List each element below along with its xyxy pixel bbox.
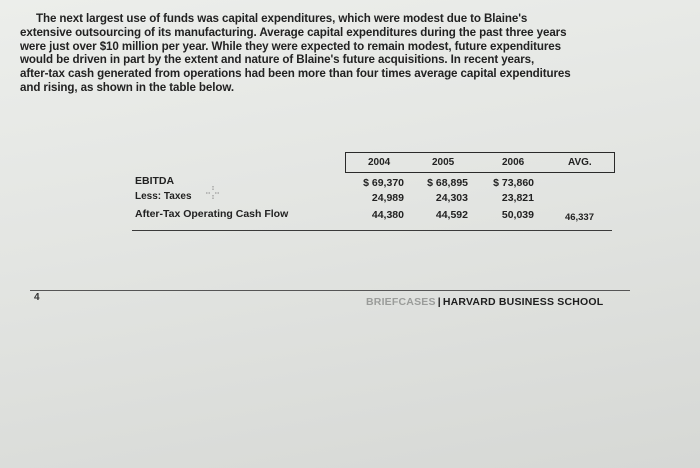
row-label-ebitda: EBITDA <box>135 175 175 187</box>
col-header-avg: AVG. <box>568 157 592 168</box>
page-number: 4 <box>34 292 40 303</box>
cell-cashflow-avg: 46,337 <box>564 212 594 223</box>
cell-taxes-2004: 24,989 <box>371 192 404 204</box>
paragraph-line: would be driven in part by the extent an… <box>20 53 535 67</box>
footer-brand-hbs: HARVARD BUSINESS SCHOOL <box>442 296 604 308</box>
cell-cashflow-2006: 50,039 <box>501 209 534 221</box>
footer-rule <box>30 290 630 291</box>
body-paragraph: The next largest use of funds was capita… <box>20 12 648 95</box>
paragraph-line: extensive outsourcing of its manufacturi… <box>20 25 567 39</box>
cell-ebitda-2005: $ 68,895 <box>427 177 468 189</box>
paragraph-line: after-tax cash generated from operations… <box>20 67 571 81</box>
footer-brand-briefcases: BRIEFCASES <box>366 296 436 308</box>
col-header-2006: 2006 <box>502 157 525 168</box>
cell-cashflow-2005: 44,592 <box>435 209 468 221</box>
col-header-2005: 2005 <box>432 157 455 168</box>
paragraph-line: and rising, as shown in the table below. <box>20 80 234 94</box>
cell-ebitda-2006: $ 73,860 <box>493 177 534 189</box>
footer-brand: BRIEFCASES | HARVARD BUSINESS SCHOOL <box>366 296 603 308</box>
cell-taxes-2005: 24,303 <box>435 192 468 204</box>
cell-taxes-2006: 23,821 <box>501 192 534 204</box>
footer-brand-separator: | <box>437 296 441 308</box>
row-label-taxes: Less: Taxes <box>135 191 192 202</box>
table-header-box <box>345 152 615 173</box>
table-bottom-rule <box>132 230 612 231</box>
crosshair-cursor-icon <box>206 186 220 203</box>
row-label-cashflow: After-Tax Operating Cash Flow <box>135 208 289 220</box>
paragraph-line: were just over $10 million per year. Whi… <box>20 39 561 53</box>
cell-cashflow-2004: 44,380 <box>371 209 404 221</box>
col-header-2004: 2004 <box>368 157 391 168</box>
cell-ebitda-2004: $ 69,370 <box>363 177 404 189</box>
paragraph-line: The next largest use of funds was capita… <box>36 12 528 25</box>
